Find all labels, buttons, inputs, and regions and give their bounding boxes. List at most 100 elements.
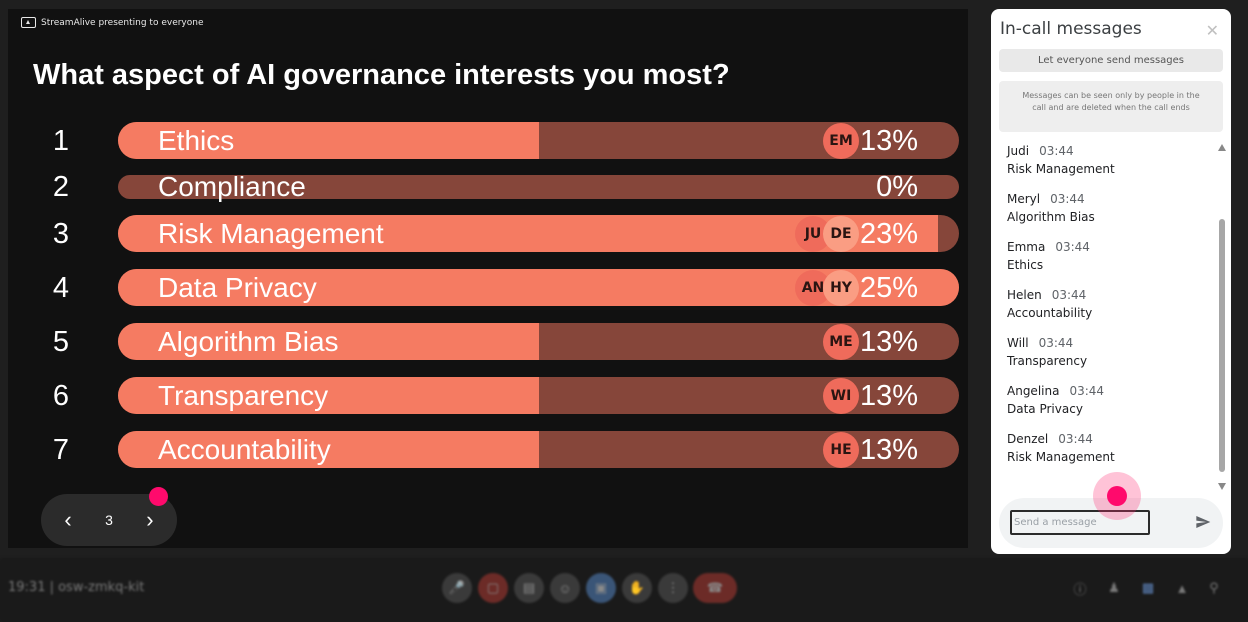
present-icon[interactable]: ▣ <box>586 573 616 603</box>
poll-option-row: 3 Risk Management 23% JU DE <box>8 215 968 252</box>
chevron-left-icon[interactable]: ‹ <box>64 507 72 532</box>
meeting-info: 19:31 | osw-zmkq-kit <box>8 580 145 595</box>
message-text: Risk Management <box>1007 162 1115 176</box>
option-number: 1 <box>52 124 70 157</box>
message-time: 03:44 <box>1038 336 1074 350</box>
option-percent: 13% <box>859 379 918 412</box>
chat-message: Emma 03:44 Ethics <box>1007 236 1207 284</box>
poll-option-row: 1 Ethics 13% EM <box>8 122 968 159</box>
option-bar-fill <box>118 377 539 414</box>
captions-icon[interactable]: ▤ <box>514 573 544 603</box>
scroll-thumb[interactable] <box>1219 219 1225 472</box>
message-time: 03:44 <box>1069 384 1105 398</box>
in-call-messages-panel: In-call messages ✕ Let everyone send mes… <box>991 9 1231 554</box>
microphone-icon[interactable]: 🎤 <box>442 573 472 603</box>
chat-message: Angelina 03:44 Data Privacy <box>1007 380 1207 428</box>
slide-page-number: 3 <box>105 512 113 528</box>
option-label: Data Privacy <box>158 271 317 303</box>
message-text: Risk Management <box>1007 450 1115 464</box>
send-message-input[interactable] <box>1010 510 1150 535</box>
message-sender: Meryl <box>1007 192 1041 206</box>
message-time: 03:44 <box>1050 192 1085 206</box>
chat-message: Judi 03:44 Risk Management <box>1007 140 1207 188</box>
poll-option-row: 5 Algorithm Bias 13% ME <box>8 323 968 360</box>
message-time: 03:44 <box>1051 288 1087 302</box>
chat-message: Meryl 03:44 Algorithm Bias <box>1007 188 1207 236</box>
option-label: Ethics <box>158 124 235 156</box>
chat-icon[interactable]: ▩ <box>1141 580 1155 595</box>
voter-avatar: HE <box>823 431 859 468</box>
message-composer <box>999 498 1223 548</box>
poll-option-row: 4 Data Privacy 25% AN HY <box>8 269 968 306</box>
leave-call-icon[interactable]: ☎ <box>693 573 737 603</box>
message-time: 03:44 <box>1039 144 1074 158</box>
message-sender: Emma <box>1007 240 1046 254</box>
option-bar-track <box>118 122 959 159</box>
send-icon[interactable] <box>1195 514 1211 530</box>
people-icon[interactable]: ♟ <box>1108 580 1120 595</box>
voter-avatar: WI <box>823 377 859 414</box>
message-sender: Denzel <box>1007 432 1049 446</box>
message-sender: Helen <box>1007 288 1042 302</box>
option-number: 4 <box>52 271 70 304</box>
host-controls-icon[interactable]: ⚲ <box>1209 580 1219 595</box>
scroll-up-icon[interactable] <box>1218 144 1226 151</box>
panel-title: In-call messages <box>1000 19 1142 39</box>
presenter-banner: StreamAlive presenting to everyone <box>21 17 204 28</box>
poll-option-row: 2 Compliance 0% <box>8 171 968 203</box>
close-icon[interactable]: ✕ <box>1205 23 1219 40</box>
option-bar-fill <box>118 323 539 360</box>
meeting-controls-bar: 19:31 | osw-zmkq-kit 🎤 ▢ ▤ ☺ ▣ ✋ ⋮ ☎ ⓘ ♟… <box>0 558 1248 622</box>
chat-message: Will 03:44 Transparency <box>1007 332 1207 380</box>
option-percent: 23% <box>859 217 918 250</box>
option-percent: 25% <box>859 271 918 304</box>
presenter-text: StreamAlive presenting to everyone <box>41 17 204 28</box>
scroll-down-icon[interactable] <box>1218 483 1226 490</box>
raise-hand-icon[interactable]: ✋ <box>622 573 652 603</box>
message-scrollbar[interactable] <box>1218 144 1226 490</box>
info-icon[interactable]: ⓘ <box>1073 581 1087 597</box>
message-list: Judi 03:44 Risk Management Meryl 03:44 Algori… <box>1007 140 1207 476</box>
message-time: 03:44 <box>1055 240 1090 254</box>
voter-avatar: ME <box>823 323 859 360</box>
message-sender: Will <box>1007 336 1029 350</box>
poll-option-row: 7 Accountability 13% HE <box>8 431 968 468</box>
chevron-right-icon[interactable]: › <box>146 507 154 532</box>
message-sender: Judi <box>1007 144 1030 158</box>
poll-option-row: 6 Transparency 13% WI <box>8 377 968 414</box>
message-text: Algorithm Bias <box>1007 210 1095 224</box>
pointer-dot <box>149 487 168 506</box>
message-sender: Angelina <box>1007 384 1060 398</box>
option-label: Compliance <box>158 171 306 202</box>
option-bar-track <box>118 323 959 360</box>
message-text: Accountability <box>1007 306 1093 320</box>
voter-avatar: HY <box>823 269 859 306</box>
option-bar-track <box>118 377 959 414</box>
poll-question: What aspect of AI governance interests y… <box>33 59 730 91</box>
presentation-stage: StreamAlive presenting to everyone What … <box>8 9 968 548</box>
pointer-dot-chat <box>1107 486 1127 506</box>
message-time: 03:44 <box>1058 432 1093 446</box>
option-label: Accountability <box>158 433 331 465</box>
option-number: 5 <box>52 325 70 358</box>
activities-icon[interactable]: ▲ <box>1175 580 1189 596</box>
camera-off-icon[interactable]: ▢ <box>478 573 508 603</box>
option-percent: 0% <box>876 171 918 203</box>
option-bar-track <box>118 175 959 199</box>
option-percent: 13% <box>859 433 918 466</box>
message-text: Data Privacy <box>1007 402 1083 416</box>
more-options-icon[interactable]: ⋮ <box>658 573 688 603</box>
option-percent: 13% <box>859 124 918 157</box>
present-screen-icon <box>21 17 36 28</box>
option-bar-fill <box>118 122 539 159</box>
option-number: 7 <box>52 433 70 466</box>
messages-notice: Messages can be seen only by people in t… <box>999 81 1223 132</box>
chat-message: Helen 03:44 Accountability <box>1007 284 1207 332</box>
emoji-icon[interactable]: ☺ <box>550 573 580 603</box>
let-everyone-send-toggle[interactable]: Let everyone send messages <box>999 49 1223 72</box>
option-number: 3 <box>52 217 70 250</box>
message-text: Transparency <box>1007 354 1088 368</box>
voter-avatar: DE <box>823 215 859 252</box>
option-bar-track <box>118 431 959 468</box>
option-number: 6 <box>52 379 70 412</box>
